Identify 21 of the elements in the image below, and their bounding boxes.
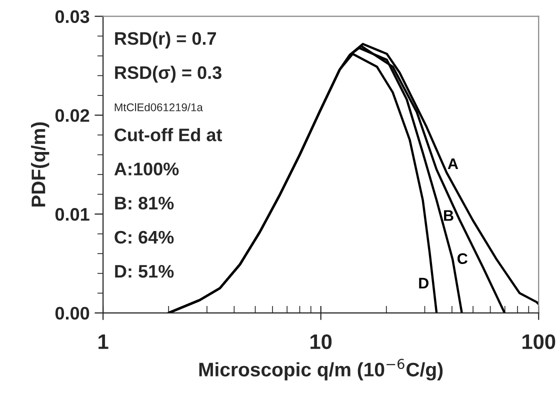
- annotation: MtClEd061219/1a: [114, 103, 203, 112]
- annotation: D: 51%: [115, 265, 174, 278]
- series-label: B: [444, 210, 454, 221]
- annotation: RSD(r) = 0.7: [115, 32, 216, 48]
- x-tick-label: 10: [310, 334, 332, 350]
- annotation: Cut-off Ed at: [114, 128, 222, 142]
- x-tick-label: 1: [98, 334, 108, 349]
- annotation: A:100%: [114, 162, 179, 176]
- x-tick-label: 100: [522, 334, 556, 350]
- y-tick-label: 0.03: [55, 10, 90, 24]
- y-axis-title: PDF(q/m): [31, 122, 50, 207]
- series-label: D: [419, 278, 428, 288]
- annotation: C: 64%: [114, 230, 174, 244]
- y-tick-label: 0.02: [55, 109, 90, 122]
- annotation: RSD(σ) = 0.3: [115, 66, 222, 83]
- y-tick-label: 0.00: [55, 306, 90, 320]
- series-label: A: [448, 158, 458, 169]
- series-label: C: [458, 253, 468, 264]
- annotation: B: 81%: [115, 196, 174, 210]
- x-axis-title: Microscopic q/m (10$^{−6}$C/g): [199, 358, 443, 380]
- y-tick-label: 0.01: [55, 208, 90, 221]
